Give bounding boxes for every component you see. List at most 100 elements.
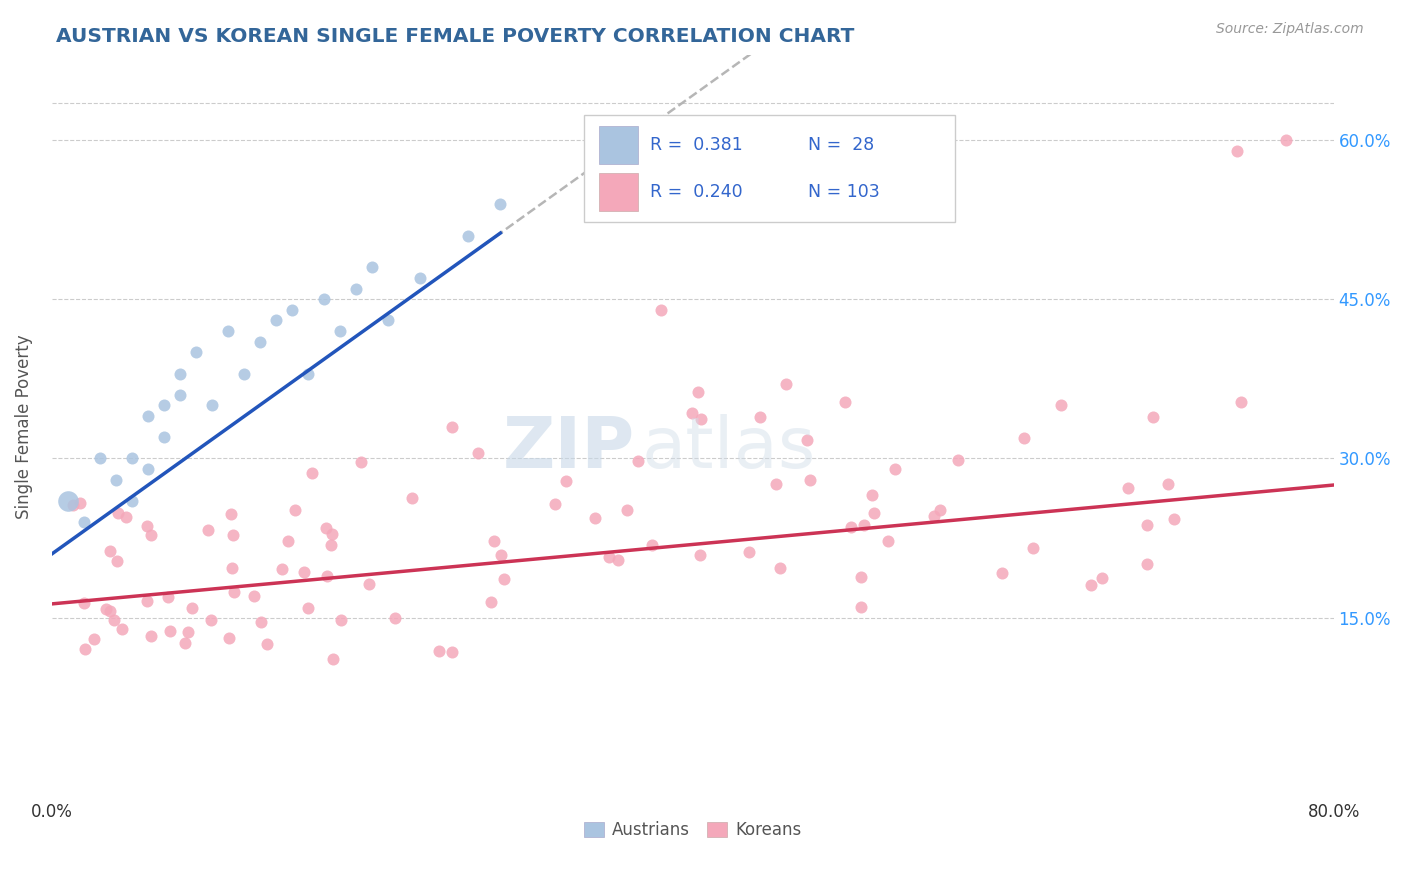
Y-axis label: Single Female Poverty: Single Female Poverty	[15, 334, 32, 519]
Point	[357, 576, 380, 591]
Point	[849, 599, 872, 614]
Point	[583, 511, 606, 525]
Point	[467, 445, 489, 459]
Point	[270, 562, 292, 576]
Point	[219, 508, 242, 522]
Point	[121, 451, 143, 466]
Point	[946, 453, 969, 467]
Point	[169, 367, 191, 381]
Point	[1012, 431, 1035, 445]
Point	[314, 293, 336, 307]
Point	[249, 334, 271, 349]
Point	[139, 629, 162, 643]
Point	[184, 345, 207, 359]
Point	[1142, 409, 1164, 424]
Point	[1116, 481, 1139, 495]
Point	[98, 604, 121, 618]
Point	[1080, 577, 1102, 591]
Point	[489, 196, 512, 211]
Point	[799, 473, 821, 487]
Point	[136, 409, 159, 423]
Point	[256, 637, 278, 651]
Point	[105, 554, 128, 568]
Point	[156, 590, 179, 604]
Point	[136, 594, 159, 608]
Point	[489, 549, 512, 563]
Text: atlas: atlas	[641, 415, 815, 483]
Point	[114, 509, 136, 524]
Point	[796, 433, 818, 447]
Point	[330, 613, 353, 627]
Point	[427, 644, 450, 658]
Point	[83, 632, 105, 646]
Point	[103, 613, 125, 627]
Point	[350, 455, 373, 469]
Point	[174, 636, 197, 650]
Point	[928, 502, 950, 516]
Point	[94, 602, 117, 616]
Point	[200, 614, 222, 628]
Point	[153, 430, 176, 444]
Point	[1021, 541, 1043, 556]
Point	[441, 419, 464, 434]
Point	[319, 537, 342, 551]
Point	[544, 497, 567, 511]
Point	[877, 534, 900, 549]
Point	[72, 596, 94, 610]
Point	[681, 406, 703, 420]
Point	[73, 515, 96, 529]
Point	[1274, 133, 1296, 147]
Point	[301, 467, 323, 481]
Point	[217, 324, 239, 338]
Point	[384, 611, 406, 625]
Point	[607, 553, 630, 567]
Point	[1091, 571, 1114, 585]
Point	[233, 367, 256, 381]
Text: R =  0.381: R = 0.381	[651, 136, 744, 154]
Point	[775, 376, 797, 391]
Point	[181, 600, 204, 615]
Point	[765, 476, 787, 491]
Point	[218, 632, 240, 646]
Point	[650, 302, 672, 317]
Point	[75, 641, 97, 656]
Point	[197, 524, 219, 538]
Point	[641, 538, 664, 552]
Point	[329, 324, 352, 338]
Point	[264, 313, 287, 327]
Point	[283, 503, 305, 517]
Point	[344, 282, 367, 296]
Point	[297, 367, 319, 381]
Point	[224, 584, 246, 599]
Point	[1226, 144, 1249, 158]
Text: Source: ZipAtlas.com: Source: ZipAtlas.com	[1216, 22, 1364, 37]
Point	[849, 570, 872, 584]
Point	[922, 508, 945, 523]
Point	[689, 548, 711, 562]
Point	[89, 451, 111, 466]
Point	[176, 625, 198, 640]
Point	[688, 384, 710, 399]
Text: N = 103: N = 103	[808, 183, 880, 201]
Point	[297, 600, 319, 615]
Point	[315, 521, 337, 535]
Bar	[599, 126, 637, 164]
Point	[1157, 477, 1180, 491]
Point	[222, 528, 245, 542]
Text: AUSTRIAN VS KOREAN SINGLE FEMALE POVERTY CORRELATION CHART: AUSTRIAN VS KOREAN SINGLE FEMALE POVERTY…	[56, 27, 855, 45]
Point	[107, 506, 129, 520]
Point	[401, 491, 423, 506]
Point	[440, 645, 463, 659]
Point	[221, 561, 243, 575]
Point	[98, 544, 121, 558]
Legend: Austrians, Koreans: Austrians, Koreans	[578, 814, 808, 846]
FancyBboxPatch shape	[583, 114, 956, 222]
Point	[598, 550, 620, 565]
Text: N =  28: N = 28	[808, 136, 875, 154]
Point	[139, 528, 162, 542]
Point	[321, 527, 343, 541]
Point	[243, 589, 266, 603]
Point	[738, 544, 761, 558]
Point	[69, 496, 91, 510]
Text: R =  0.240: R = 0.240	[651, 183, 742, 201]
